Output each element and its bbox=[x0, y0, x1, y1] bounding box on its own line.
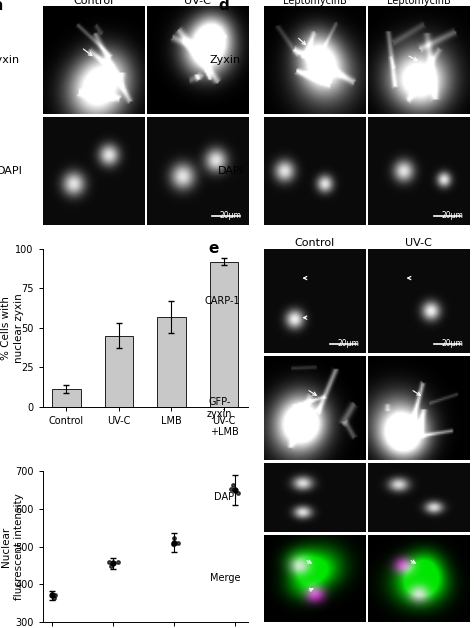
Text: 20μm: 20μm bbox=[337, 339, 359, 348]
Bar bbox=[104, 336, 133, 407]
Y-axis label: GFP-
zyxin: GFP- zyxin bbox=[207, 397, 232, 419]
Text: d: d bbox=[219, 0, 229, 13]
Bar bbox=[210, 261, 238, 407]
Y-axis label: Zyxin: Zyxin bbox=[0, 55, 19, 65]
Y-axis label: DAPI: DAPI bbox=[0, 166, 22, 176]
Y-axis label: Zyxin: Zyxin bbox=[210, 55, 241, 65]
Title: Control: Control bbox=[294, 238, 335, 248]
Title: LeptomycinB: LeptomycinB bbox=[283, 0, 346, 6]
Title: UV-C
LeptomycinB: UV-C LeptomycinB bbox=[387, 0, 451, 6]
Y-axis label: DAPI: DAPI bbox=[214, 492, 237, 502]
Y-axis label: Nuclear
flucrescent intensity: Nuclear flucrescent intensity bbox=[1, 493, 24, 600]
Text: 20μm: 20μm bbox=[441, 339, 463, 348]
Bar bbox=[52, 389, 81, 407]
Text: a: a bbox=[0, 0, 2, 13]
Text: e: e bbox=[209, 241, 219, 256]
Y-axis label: % Cells with
nuclear zyxin: % Cells with nuclear zyxin bbox=[1, 293, 24, 363]
Bar bbox=[157, 317, 186, 407]
Title: UV-C: UV-C bbox=[184, 0, 210, 6]
Y-axis label: DAPI: DAPI bbox=[218, 166, 244, 176]
Y-axis label: Merge: Merge bbox=[210, 573, 240, 583]
Y-axis label: CARP-1: CARP-1 bbox=[205, 296, 240, 306]
Text: 20μm: 20μm bbox=[441, 211, 463, 220]
Title: Control: Control bbox=[73, 0, 113, 6]
Text: 20μm: 20μm bbox=[220, 211, 242, 220]
Title: UV-C: UV-C bbox=[405, 238, 432, 248]
